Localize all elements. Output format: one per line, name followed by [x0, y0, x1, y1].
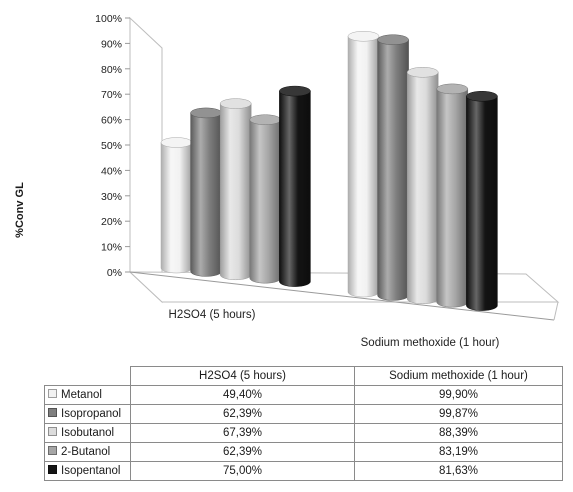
- bar: [190, 107, 222, 277]
- y-tick-label: 80%: [101, 64, 122, 76]
- table-cell-value: 75,00%: [130, 461, 355, 481]
- legend-swatch: [48, 465, 57, 475]
- legend-entry: Isobutanol: [44, 423, 131, 443]
- bar-top: [279, 85, 311, 97]
- data-table-header-row: H2SO4 (5 hours) Sodium methoxide (1 hour…: [44, 366, 563, 386]
- y-tick-label: 100%: [95, 13, 122, 25]
- legend-entry: Metanol: [44, 385, 131, 405]
- legend-entry: Isopropanol: [44, 404, 131, 424]
- bar-body: [160, 142, 193, 274]
- y-tick-label: 70%: [101, 89, 122, 101]
- legend-swatch: [48, 408, 57, 418]
- bar: [347, 31, 380, 298]
- data-table-header-cell: Sodium methoxide (1 hour): [354, 366, 563, 386]
- legend-swatch: [48, 446, 57, 456]
- legend-label: Isopentanol: [61, 465, 121, 477]
- table-cell-value: 83,19%: [354, 442, 563, 462]
- bar-body: [347, 36, 380, 298]
- bar-body: [219, 103, 252, 281]
- bar: [377, 34, 409, 301]
- bar-top: [219, 98, 252, 109]
- bar-top: [406, 67, 439, 78]
- table-row: Isobutanol 67,39% 88,39%: [44, 423, 563, 443]
- side-wall: [129, 16, 163, 304]
- legend-swatch: [48, 427, 57, 437]
- legend-label: Metanol: [61, 389, 102, 401]
- bar-body: [249, 119, 282, 284]
- bar-body: [377, 39, 409, 301]
- data-table-header-cell: H2SO4 (5 hours): [130, 366, 355, 386]
- floor-edge: [553, 301, 559, 321]
- table-row: Isopentanol 75,00% 81,63%: [44, 461, 563, 481]
- legend-label: Isobutanol: [61, 427, 115, 439]
- bar: [436, 83, 469, 308]
- table-cell-value: 67,39%: [130, 423, 355, 443]
- table-row: Metanol 49,40% 99,90%: [44, 385, 563, 405]
- bar-chart: 0% 10% 20% 30% 40% 50% 60% 70% 80% 90% 100% H2SO4 …: [95, 13, 560, 349]
- y-tick-label: 0%: [107, 267, 122, 279]
- legend-swatch: [48, 389, 57, 399]
- y-tick-label: 90%: [101, 38, 122, 50]
- bar-top: [436, 83, 469, 95]
- bar: [160, 137, 193, 274]
- bar: [219, 98, 252, 281]
- bar-series: [160, 31, 498, 311]
- legend-entry: Isopentanol: [44, 461, 131, 481]
- x-axis-line: [129, 271, 555, 321]
- table-cell-value: 62,39%: [130, 404, 355, 424]
- bar: [279, 85, 311, 287]
- table-cell-value: 62,39%: [130, 442, 355, 462]
- y-tick-label: 20%: [101, 216, 122, 228]
- table-cell-value: 88,39%: [354, 423, 563, 443]
- data-table: H2SO4 (5 hours) Sodium methoxide (1 hour…: [44, 366, 563, 481]
- bar-body: [406, 72, 439, 305]
- legend-entry: 2-Butanol: [44, 442, 131, 462]
- y-tick-label: 30%: [101, 191, 122, 203]
- table-cell-value: 49,40%: [130, 385, 355, 405]
- x-tick-label: H2SO4 (5 hours): [169, 309, 256, 321]
- bar-top: [466, 91, 498, 102]
- bar: [406, 67, 439, 305]
- x-tick-label: Sodium methoxide (1 hour): [361, 337, 500, 349]
- bar: [249, 114, 282, 284]
- bar-top: [347, 31, 380, 42]
- y-axis-label: %Conv GL: [14, 182, 26, 238]
- y-tick-label: 10%: [101, 242, 122, 254]
- x-axis-ticks: H2SO4 (5 hours) Sodium methoxide (1 hour): [169, 309, 500, 349]
- data-table-body: Metanol 49,40% 99,90% Isopropanol 62,39% 99,8…: [44, 385, 563, 481]
- y-tick-label: 60%: [101, 115, 122, 127]
- bar-top: [377, 34, 409, 45]
- legend-label: 2-Butanol: [61, 446, 111, 458]
- table-cell-value: 81,63%: [354, 461, 563, 481]
- table-row: Isopropanol 62,39% 99,87%: [44, 404, 563, 424]
- table-row: 2-Butanol 62,39% 83,19%: [44, 442, 563, 462]
- bar-body: [279, 90, 311, 287]
- y-tick-label: 50%: [101, 140, 122, 152]
- table-cell-value: 99,90%: [354, 385, 563, 405]
- bar-body: [436, 88, 469, 308]
- bar-top: [249, 114, 282, 125]
- y-tick-label: 40%: [101, 165, 122, 177]
- bar-top: [160, 137, 193, 148]
- bar-top: [190, 107, 222, 119]
- table-cell-value: 99,87%: [354, 404, 563, 424]
- legend-label: Isopropanol: [61, 408, 122, 420]
- y-axis-ticks: 0% 10% 20% 30% 40% 50% 60% 70% 80% 90% 100%: [95, 13, 130, 279]
- bar-body: [190, 112, 222, 277]
- bar: [466, 91, 498, 311]
- data-table-corner: [44, 366, 131, 386]
- bar-body: [466, 96, 498, 311]
